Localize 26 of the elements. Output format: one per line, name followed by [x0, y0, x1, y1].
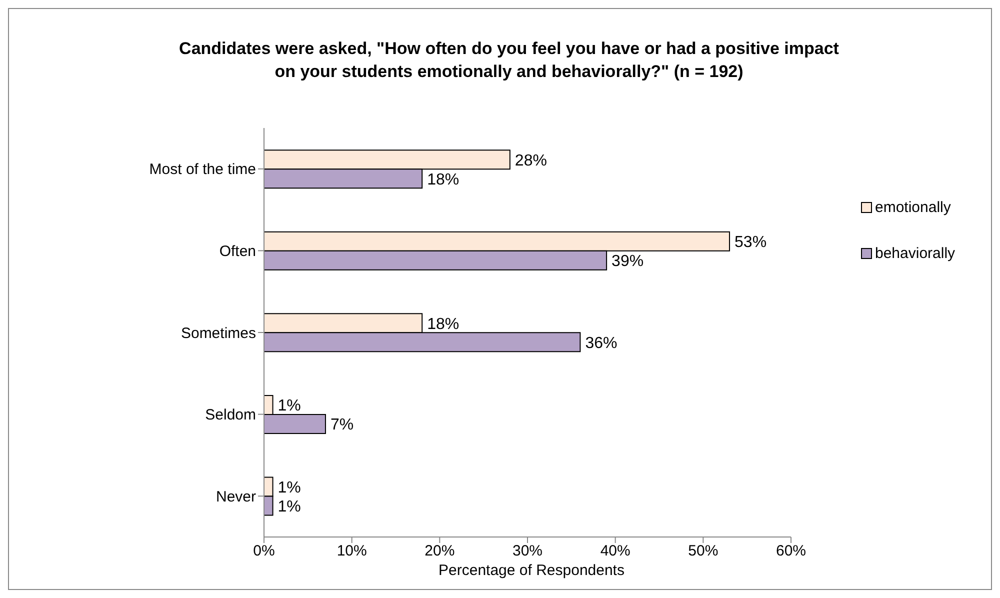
- data-label: 39%: [612, 253, 644, 270]
- data-label: 1%: [278, 479, 301, 496]
- x-tick-label: 50%: [688, 542, 718, 560]
- data-label: 1%: [278, 498, 301, 516]
- x-axis-title: Percentage of Respondents: [438, 561, 626, 581]
- x-tick-label: 40%: [600, 542, 630, 560]
- y-tick-label: Often: [219, 243, 256, 260]
- data-label: 28%: [514, 152, 547, 170]
- legend-label: emotionally: [875, 199, 951, 216]
- data-label: 18%: [427, 316, 460, 333]
- y-tick-label: Seldom: [205, 406, 256, 424]
- data-label: 53%: [734, 234, 767, 252]
- y-tick-label: Most of the time: [149, 161, 256, 178]
- legend-label: behaviorally: [875, 245, 956, 262]
- data-label: 7%: [330, 416, 354, 434]
- x-tick-label: 10%: [336, 542, 367, 560]
- data-label: 1%: [278, 398, 301, 415]
- x-tick-label: 60%: [776, 542, 806, 560]
- data-label: 36%: [585, 334, 618, 352]
- data-label: 18%: [427, 171, 460, 188]
- x-tick-label: 0%: [253, 542, 275, 560]
- x-tick-label: 20%: [424, 542, 455, 560]
- chart-title: Candidates were asked, "How often do you feel you have or had a positive impact on your students emotionally and behaviorally?" (n = 192): [179, 38, 839, 83]
- y-tick-label: Sometimes: [180, 324, 256, 342]
- y-tick-label: Never: [216, 488, 256, 506]
- x-tick-label: 30%: [512, 542, 543, 560]
